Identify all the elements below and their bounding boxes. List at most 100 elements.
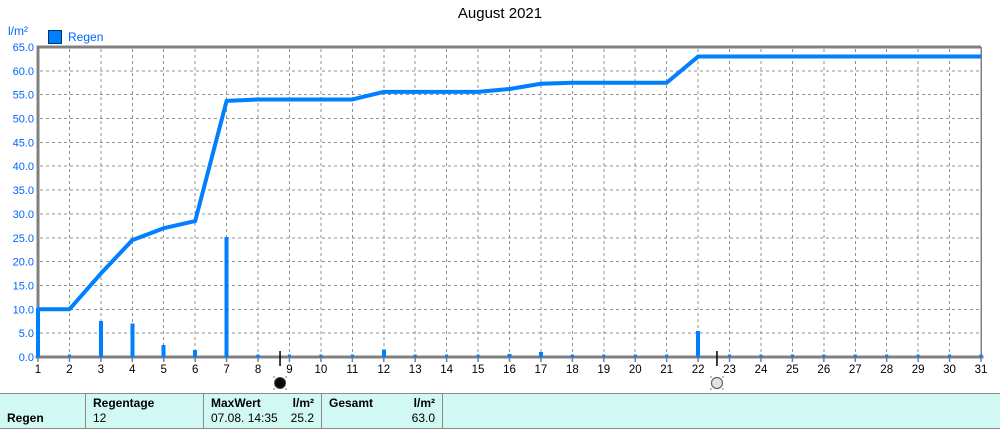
chart-title: August 2021 <box>457 5 543 22</box>
x-tick <box>508 358 511 362</box>
x-day-marker <box>665 354 669 358</box>
x-tick <box>477 358 479 362</box>
x-tick-label: 10 <box>315 364 328 376</box>
x-tick-label: 4 <box>129 364 136 376</box>
x-tick <box>225 358 228 362</box>
x-day-marker <box>885 354 889 358</box>
x-tick-label: 21 <box>660 364 673 376</box>
x-tick <box>351 358 354 362</box>
y-tick-label: 30.0 <box>13 209 34 221</box>
y-tick-label: 15.0 <box>13 280 34 292</box>
x-tick-label: 27 <box>849 364 862 376</box>
x-tick-label: 24 <box>755 364 768 376</box>
x-tick <box>665 358 668 362</box>
x-tick <box>68 358 71 362</box>
full-moon-icon <box>710 376 724 390</box>
y-axis-line <box>36 45 40 359</box>
x-day-marker <box>319 354 323 358</box>
x-tick-label: 29 <box>912 364 925 376</box>
x-tick-label: 6 <box>192 364 198 376</box>
x-tick-label: 1 <box>35 364 41 376</box>
summary-cell-empty <box>443 394 1000 429</box>
x-tick-label: 8 <box>255 364 261 376</box>
x-tick <box>854 358 857 362</box>
plot-area: 1 2 3 4 5 6 7 8 9 10 11 12 13 14 15 16 17 18 19 20 21 22 23 24 2… <box>13 42 988 390</box>
y-tick-label: 50.0 <box>13 114 34 126</box>
rain-bar <box>538 351 543 357</box>
x-day-marker <box>822 354 826 358</box>
x-day-marker <box>413 354 417 358</box>
maxwert-datetime: 07.08. 14:35 <box>211 411 278 425</box>
plot-frame-right <box>980 47 982 357</box>
summary-cell-gesamt: Gesamt l/m² 63.0 <box>322 394 443 429</box>
regentage-value: 12 <box>93 411 107 425</box>
x-tick-label: 9 <box>286 364 292 376</box>
summary-cell-maxwert: MaxWert l/m² 07.08. 14:35 25.2 <box>204 394 322 429</box>
x-tick <box>760 358 762 362</box>
x-tick-label: 31 <box>975 364 988 376</box>
gesamt-header: Gesamt <box>329 396 374 410</box>
rain-bar <box>507 354 512 357</box>
x-tick <box>540 358 542 362</box>
x-tick <box>320 358 322 362</box>
regentage-header: Regentage <box>93 396 155 410</box>
x-tick-label: 23 <box>723 364 736 376</box>
x-tick <box>257 358 259 362</box>
y-tick-label: 25.0 <box>13 233 34 245</box>
selection-handle <box>721 388 724 390</box>
rain-bar <box>161 345 166 357</box>
gesamt-value: 63.0 <box>411 411 435 425</box>
x-tick-label: 3 <box>98 364 104 376</box>
x-day-marker <box>287 354 291 358</box>
x-tick-label: 7 <box>223 364 229 376</box>
y-tick-label: 5.0 <box>19 328 34 340</box>
series-row-label: Regen <box>7 411 44 425</box>
x-tick-label: 28 <box>880 364 893 376</box>
x-tick-label: 25 <box>786 364 799 376</box>
rain-bar <box>570 356 575 358</box>
selection-handle <box>285 388 288 390</box>
selection-handle <box>273 376 276 378</box>
y-tick-label: 10.0 <box>13 304 34 316</box>
rain-bar <box>381 349 386 357</box>
x-tick <box>100 358 102 362</box>
x-tick-label: 2 <box>66 364 72 376</box>
rain-bar <box>256 355 261 357</box>
x-tick-label: 16 <box>503 364 516 376</box>
x-tick <box>791 358 794 362</box>
legend-label: Regen <box>68 30 104 44</box>
y-tick-label: 65.0 <box>13 42 34 54</box>
summary-cell-regentage: Regentage 12 <box>86 394 204 429</box>
x-day-marker <box>67 354 71 358</box>
x-day-marker <box>445 354 449 358</box>
x-day-marker <box>350 354 354 358</box>
x-tick-label: 30 <box>943 364 956 376</box>
plot-frame-top <box>36 45 981 49</box>
x-tick <box>885 358 888 362</box>
y-tick-label: 0.0 <box>19 352 34 364</box>
maxwert-header: MaxWert <box>211 396 261 410</box>
rain-bar <box>98 321 103 357</box>
x-tick <box>728 358 731 362</box>
summary-cell-series: Regen <box>0 394 86 429</box>
x-day-marker <box>728 354 732 358</box>
x-tick <box>823 358 825 362</box>
x-tick <box>603 358 605 362</box>
selection-handle <box>721 376 724 378</box>
x-tick <box>288 358 291 362</box>
x-day-marker <box>853 354 857 358</box>
x-tick-label: 18 <box>566 364 579 376</box>
selection-handle <box>709 376 712 378</box>
gesamt-unit-label: l/m² <box>413 396 435 410</box>
x-day-marker <box>633 354 637 358</box>
maxwert-unit-label: l/m² <box>292 396 314 410</box>
y-tick-label: 60.0 <box>13 66 34 78</box>
x-day-marker <box>916 354 920 358</box>
x-tick-label: 12 <box>377 364 390 376</box>
x-day-marker <box>948 354 952 358</box>
x-tick <box>194 358 196 362</box>
y-tick-label: 40.0 <box>13 161 34 173</box>
x-day-marker <box>979 354 983 358</box>
x-tick <box>697 358 699 362</box>
